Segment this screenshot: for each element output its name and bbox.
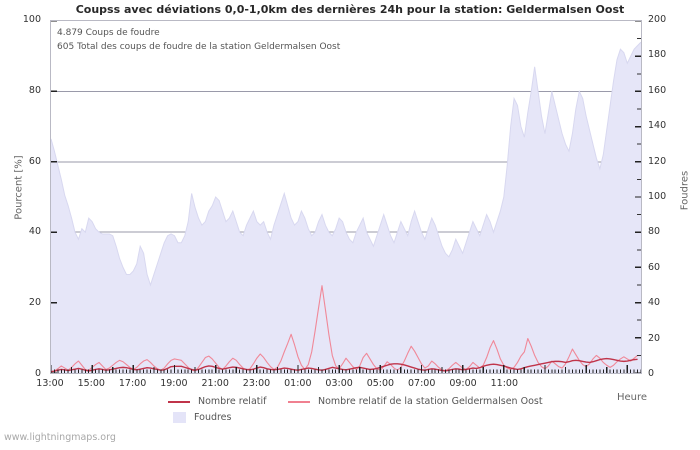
x-tick-label: 15:00: [77, 378, 105, 389]
y-tick-label-right: 140: [648, 120, 667, 132]
y-tick-label-left: 0: [34, 368, 41, 379]
legend-label: Foudres: [194, 412, 232, 423]
y-tick-label-left: 80: [28, 84, 41, 96]
x-tick-label: 07:00: [408, 378, 436, 389]
annotation-station-strokes: 605 Total des coups de foudre de la stat…: [57, 42, 341, 52]
y-tick-label-right: 0: [648, 368, 655, 379]
legend-label: Nombre relatif de la station Geldermalse…: [318, 396, 543, 407]
x-tick-label: 11:00: [490, 378, 518, 389]
y-tick-label-right: 20: [648, 332, 661, 344]
y-tick-label-left: 100: [22, 14, 41, 25]
plot-area: [50, 20, 642, 374]
area-foudres-edge: [51, 41, 641, 287]
area-foudres: [51, 42, 641, 373]
y-tick-label-left: 60: [28, 155, 41, 167]
legend-swatch-line-light: [288, 400, 310, 403]
y-axis-label-right: Foudres: [679, 170, 691, 211]
plot-svg: [51, 21, 641, 373]
legend-swatch-line-dark: [168, 400, 190, 403]
y-tick-label-right: 200: [648, 14, 667, 25]
line-nombre-relatif: [51, 357, 638, 373]
y-tick-label-right: 60: [648, 261, 661, 273]
y-tick-label-left: 40: [28, 226, 41, 238]
y-tick-label-right: 80: [648, 226, 661, 238]
legend-label: Nombre relatif: [198, 396, 267, 407]
y-tick-label-right: 120: [648, 155, 667, 167]
y-tick-label-right: 180: [648, 49, 667, 61]
y-tick-label-left: 20: [28, 297, 41, 309]
x-tick-label: 03:00: [325, 378, 353, 389]
x-tick-label: 09:00: [449, 378, 477, 389]
chart-title: Coupss avec déviations 0,0-1,0km des der…: [75, 3, 625, 16]
y-tick-label-right: 160: [648, 84, 667, 96]
x-tick-label: 01:00: [284, 378, 312, 389]
x-tick-label: 05:00: [366, 378, 395, 389]
x-axis-label: Heure: [617, 392, 648, 403]
x-tick-label: 23:00: [242, 378, 271, 389]
y-tick-label-right: 40: [648, 297, 661, 309]
legend-swatch-area: [173, 412, 186, 423]
legend-item-nombre-relatif-station: Nombre relatif de la station Geldermalse…: [288, 396, 543, 407]
y-tick-label-right: 100: [648, 191, 667, 202]
x-tick-label: 19:00: [160, 378, 188, 389]
annotation-total-strokes: 4.879 Coups de foudre: [57, 28, 160, 38]
x-tick-label: 21:00: [201, 378, 229, 389]
legend-item-foudres: Foudres: [168, 412, 231, 423]
watermark: www.lightningmaps.org: [4, 432, 116, 443]
x-tick-label: 13:00: [36, 378, 64, 389]
x-tick-label: 17:00: [118, 378, 147, 389]
legend-item-nombre-relatif: Nombre relatif: [168, 396, 266, 407]
